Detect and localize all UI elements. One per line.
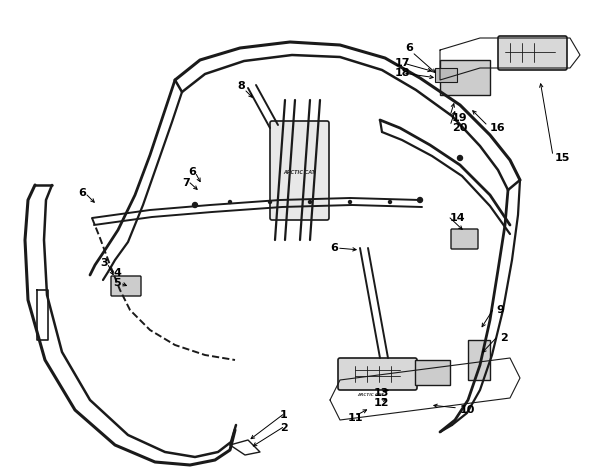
Text: 16: 16 (490, 123, 506, 133)
Text: 2: 2 (280, 423, 288, 433)
FancyBboxPatch shape (338, 358, 417, 390)
Bar (440, 60, 490, 95)
Text: 9: 9 (496, 305, 504, 315)
Bar (468, 340, 490, 380)
Text: 6: 6 (188, 167, 196, 177)
FancyBboxPatch shape (270, 121, 329, 220)
Text: ARCTIC CAT: ARCTIC CAT (357, 393, 384, 397)
Text: 13: 13 (374, 388, 389, 398)
Text: 11: 11 (348, 413, 364, 423)
Circle shape (268, 200, 271, 203)
Circle shape (389, 200, 392, 203)
Text: 3: 3 (100, 258, 108, 268)
Text: 6: 6 (78, 188, 86, 198)
Circle shape (458, 155, 463, 161)
Text: ARCTIC CAT: ARCTIC CAT (283, 170, 315, 174)
Text: 7: 7 (182, 178, 190, 188)
Circle shape (309, 200, 312, 203)
Text: 15: 15 (555, 153, 571, 163)
Text: 10: 10 (460, 405, 475, 415)
Text: 6: 6 (330, 243, 338, 253)
Text: 2: 2 (500, 333, 508, 343)
Text: 18: 18 (395, 68, 411, 78)
Text: 4: 4 (113, 268, 121, 278)
Circle shape (229, 200, 232, 203)
Bar (415, 360, 450, 385)
Circle shape (192, 202, 197, 208)
Text: 8: 8 (237, 81, 245, 91)
FancyBboxPatch shape (498, 36, 567, 70)
Text: 5: 5 (113, 278, 120, 288)
Text: 20: 20 (452, 123, 467, 133)
Text: 19: 19 (452, 113, 467, 123)
Text: 1: 1 (280, 410, 288, 420)
FancyBboxPatch shape (451, 229, 478, 249)
Text: 17: 17 (395, 58, 411, 68)
Circle shape (348, 200, 351, 203)
Text: 6: 6 (405, 43, 413, 53)
Text: 12: 12 (374, 398, 389, 408)
FancyBboxPatch shape (111, 276, 141, 296)
Bar (435, 68, 457, 82)
Circle shape (417, 198, 422, 202)
Text: 14: 14 (450, 213, 466, 223)
